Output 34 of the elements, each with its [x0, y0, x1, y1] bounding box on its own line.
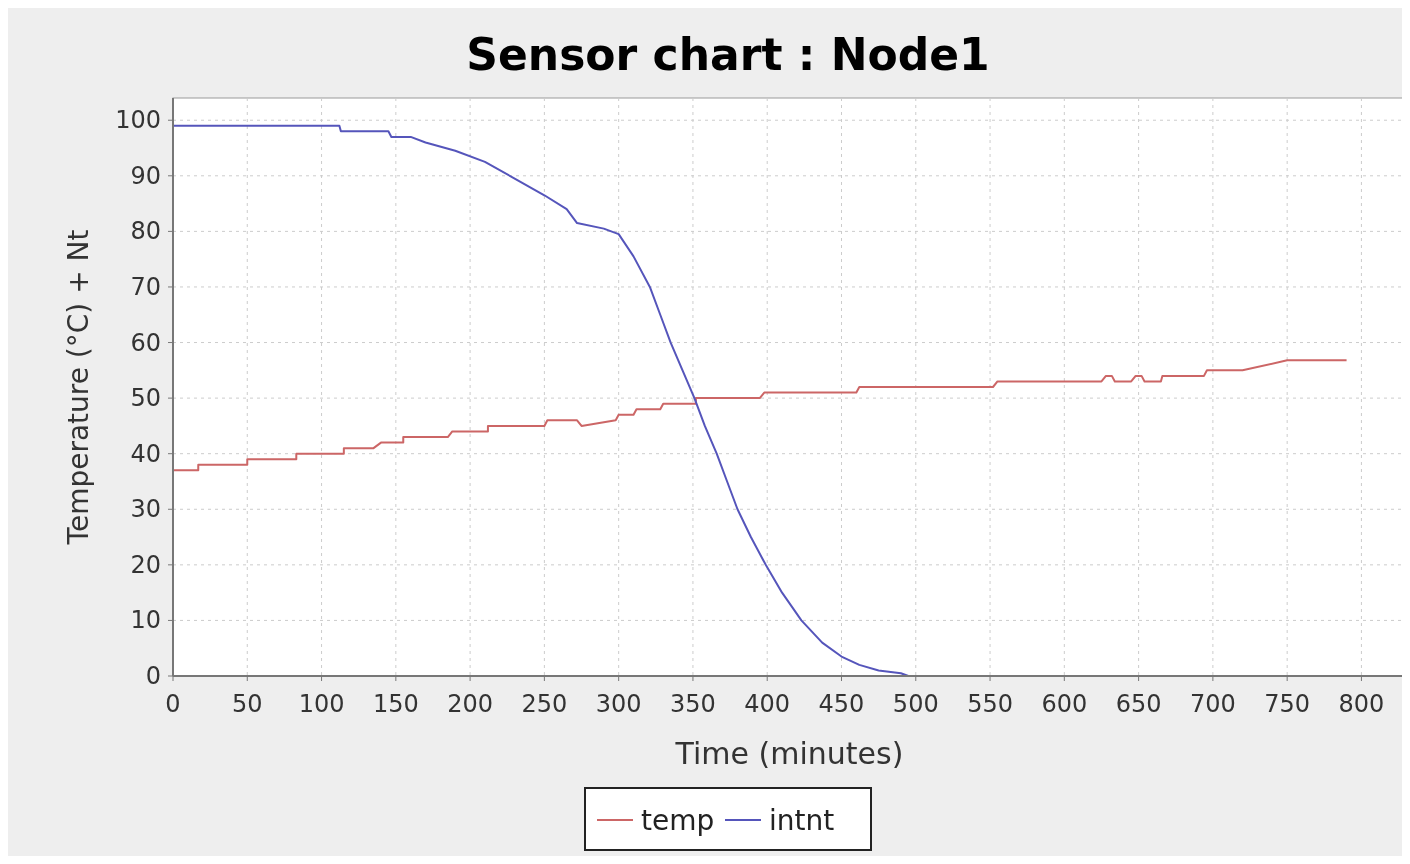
x-tick-label: 500	[892, 690, 939, 718]
y-axis-title: Temperature (°C) + Nt	[62, 229, 95, 546]
x-tick-label: 200	[447, 690, 494, 718]
x-tick-label: 800	[1338, 690, 1385, 718]
x-tick-label: 50	[232, 690, 263, 718]
y-tick-label: 50	[130, 384, 161, 413]
y-tick-label: 90	[130, 161, 161, 190]
x-tick-label: 700	[1189, 690, 1236, 718]
x-tick-label: 750	[1264, 690, 1311, 718]
x-tick-label: 150	[372, 690, 419, 718]
line-series	[172, 359, 1348, 472]
y-tick-label: 80	[130, 217, 161, 246]
x-tick-label: 600	[1041, 690, 1088, 718]
legend-label: temp	[641, 804, 715, 837]
x-tick-label: 100	[298, 690, 345, 718]
y-tick-label: 100	[115, 106, 161, 135]
y-tick-label: 70	[130, 272, 161, 301]
x-tick-label: 0	[165, 690, 181, 718]
x-tick-label: 300	[595, 690, 642, 718]
x-tick-label: 650	[1115, 690, 1162, 718]
x-tick-label: 350	[670, 690, 716, 718]
y-tick-label: 10	[130, 606, 161, 635]
x-axis-title: Time (minutes)	[674, 736, 904, 771]
x-tick-label: 550	[967, 690, 1013, 718]
y-tick-label: 20	[130, 550, 161, 579]
x-tick-label: 250	[521, 690, 568, 718]
chart-title: Sensor chart : Node1	[466, 29, 990, 80]
x-tick-label: 450	[818, 690, 865, 718]
legend-label: intnt	[769, 804, 835, 837]
x-tick-label: 400	[744, 690, 791, 718]
y-tick-label: 40	[130, 439, 161, 468]
y-tick-label: 60	[130, 328, 161, 357]
y-tick-label: 30	[130, 495, 161, 524]
y-tick-label: 0	[145, 662, 161, 690]
